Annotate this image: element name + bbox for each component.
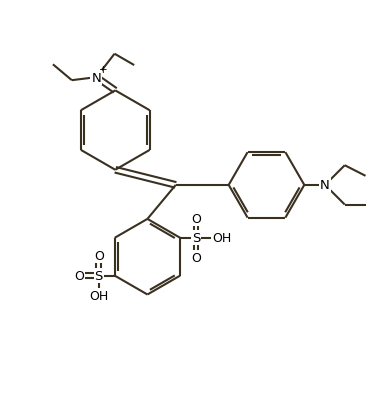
Text: +: + xyxy=(99,65,107,75)
Text: O: O xyxy=(94,250,104,263)
Text: N: N xyxy=(320,179,330,192)
Text: O: O xyxy=(191,251,201,264)
Text: N: N xyxy=(91,71,101,85)
Text: O: O xyxy=(74,269,84,282)
Text: O: O xyxy=(191,212,201,225)
Text: OH: OH xyxy=(212,232,231,245)
Text: S: S xyxy=(94,269,103,282)
Text: OH: OH xyxy=(89,289,108,302)
Text: S: S xyxy=(192,232,200,245)
